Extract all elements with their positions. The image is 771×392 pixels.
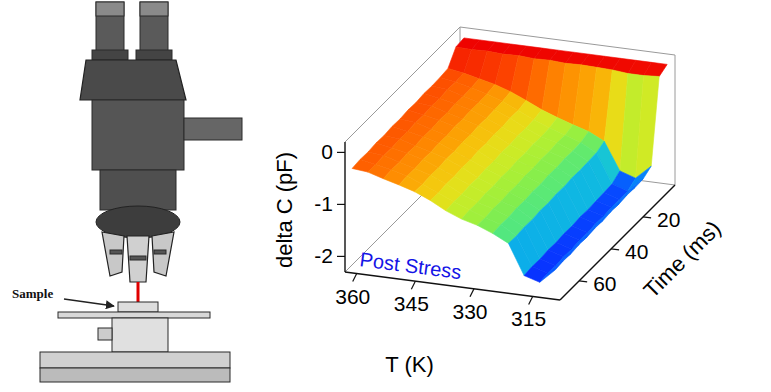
eyepiece-cap — [96, 2, 124, 16]
annotation: Post Stress — [358, 248, 462, 283]
surface-cell — [572, 228, 596, 250]
eyepiece-collar — [136, 50, 172, 60]
stage-knob — [98, 328, 112, 340]
x-tick-label: 360 — [335, 285, 370, 308]
box-edge — [460, 27, 675, 55]
figure: Sample 360 345 330 315 20 40 60 -2 -1 0 T (K) Time (… — [0, 0, 771, 392]
surface-cell — [556, 244, 580, 266]
y-axis-title: Time (ms) — [639, 216, 726, 303]
z-tick — [337, 152, 345, 153]
z-axis-line — [344, 142, 345, 272]
light-beam — [137, 282, 140, 302]
z-tick — [337, 204, 345, 205]
eyepiece-collar — [92, 50, 128, 60]
objective-band — [110, 250, 122, 254]
sample-label: Sample — [12, 286, 53, 301]
eyepiece-cap — [140, 2, 168, 16]
y-tick — [611, 249, 619, 250]
base — [40, 352, 230, 368]
head — [80, 60, 186, 100]
microscope: Sample — [12, 2, 242, 382]
surface-cell — [524, 267, 548, 283]
objective-band — [130, 256, 146, 260]
stage — [58, 312, 210, 318]
y-tick — [643, 217, 651, 218]
eyepiece — [96, 2, 124, 52]
lower-body — [100, 170, 176, 210]
x-tick-label: 315 — [511, 307, 546, 330]
z-tick-label: 0 — [321, 140, 333, 163]
surface-cell — [588, 211, 612, 233]
base-foot — [40, 368, 230, 382]
stage-post — [112, 318, 168, 352]
x-tick-label: 330 — [452, 300, 487, 323]
x-tick — [529, 296, 533, 304]
surface-cell — [644, 62, 668, 76]
axes: 360 345 330 315 20 40 60 -2 -1 0 T (K) Time (ms) del… — [272, 140, 726, 377]
x-axis-title: T (K) — [385, 352, 433, 377]
surface — [352, 38, 667, 282]
body — [92, 100, 184, 170]
surface-cell — [636, 76, 660, 179]
z-axis-title: delta C (pF) — [272, 152, 297, 268]
box-edge — [345, 27, 460, 142]
surface-cell — [604, 195, 628, 217]
x-tick — [353, 274, 357, 282]
x-tick-label: 345 — [394, 292, 429, 315]
x-tick — [411, 281, 415, 289]
sample-arrow — [64, 299, 114, 306]
side-port — [184, 118, 242, 140]
objective — [102, 232, 124, 276]
x-tick — [470, 289, 474, 297]
z-tick — [337, 256, 345, 257]
surface-cell — [628, 166, 652, 191]
objective-band — [154, 250, 166, 254]
surface-cell — [540, 261, 564, 283]
y-tick — [579, 281, 587, 282]
surface-cell — [508, 236, 532, 276]
z-tick-label: -2 — [314, 244, 333, 267]
objective — [152, 232, 174, 276]
eyepiece — [140, 2, 168, 52]
objective — [127, 236, 149, 282]
y-tick-label: 60 — [593, 272, 616, 295]
y-tick-label: 20 — [657, 208, 680, 231]
sample — [118, 302, 158, 312]
z-tick-label: -1 — [314, 192, 333, 215]
box-edge — [675, 55, 676, 185]
y-tick-label: 40 — [625, 240, 648, 263]
